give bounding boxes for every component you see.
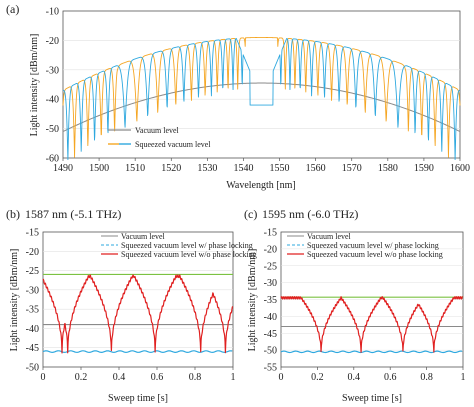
x-tick-label: 1550 xyxy=(270,163,290,174)
panel-a-series xyxy=(62,37,461,161)
panel-a: (a) -60 -50 -40 -30 -20 -10 1490 1500 1510 1520 15… xyxy=(6,2,470,191)
panel-c-label: (c) xyxy=(244,207,257,221)
x-tick-label: 0.2 xyxy=(75,372,88,383)
panel-b-legend-locked: Squeezed vacuum level w/ phase locking xyxy=(121,241,253,250)
panel-b-ylabel: Light intensity [dBm/nm] xyxy=(9,249,20,352)
y-tick-label: -45 xyxy=(264,329,277,340)
panel-c-grid xyxy=(281,248,463,351)
x-tick-label: 1510 xyxy=(125,163,145,174)
y-tick-label: -15 xyxy=(26,228,39,239)
panel-c-ylabel: Light intensity [dBm/nm] xyxy=(247,249,258,352)
panel-b-label: (b) xyxy=(6,207,20,221)
y-tick-label: -30 xyxy=(26,285,39,296)
x-tick-label: 0.4 xyxy=(113,372,126,383)
panel-b-legend-vacuum: Vacuum level xyxy=(121,232,166,241)
x-tick-label: 1560 xyxy=(306,163,326,174)
panel-b-legend-unlocked: Squeezed vacuum level w/o phase locking xyxy=(121,250,257,259)
x-tick-label: 1580 xyxy=(378,163,398,174)
x-tick-label: 1500 xyxy=(89,163,109,174)
y-tick-label: -40 xyxy=(46,95,59,106)
panel-a-legend-vacuum: Vacuum level xyxy=(135,126,180,135)
series-unlocked xyxy=(42,274,234,354)
panel-b-legend: Vacuum level Squeezed vacuum level w/ ph… xyxy=(101,232,257,259)
y-tick-label: -55 xyxy=(264,363,277,374)
y-tick-label: -40 xyxy=(26,324,39,335)
y-tick-label: -15 xyxy=(264,228,277,239)
panel-c-legend-locked: Squeezed vacuum level w/ phase locking xyxy=(307,241,439,250)
panel-c-ticks: -55 -50 -45 -40 -35 -30 -25 -20 -15 0 0.2 0.4 0.6 0.8… xyxy=(264,228,466,384)
x-tick-label: 0.8 xyxy=(189,372,202,383)
panel-b-ticks: -50 -45 -40 -35 -30 -25 -20 -15 0 0.2 0.4 0.6 0.8 1 xyxy=(26,228,236,384)
y-tick-label: -30 xyxy=(46,65,59,76)
panel-b: (b) 1587 nm (-5.1 THz) -50 -45 -40 -35 -30 -2… xyxy=(6,207,257,404)
panel-b-title: 1587 nm (-5.1 THz) xyxy=(25,207,121,221)
x-tick-label: 1520 xyxy=(161,163,181,174)
series-antisqueezed-fringes xyxy=(62,37,461,158)
panel-c-legend-unlocked: Squeezed vacuum level w/o phase locking xyxy=(307,250,443,259)
y-tick-label: -25 xyxy=(26,266,39,277)
series-vacuum-level xyxy=(62,82,461,132)
panel-a-legend-squeezed: Squeezed vacuum level xyxy=(135,140,211,149)
panel-a-xlabel: Wavelength [nm] xyxy=(226,180,295,191)
y-tick-label: -35 xyxy=(26,305,39,316)
y-tick-label: -10 xyxy=(46,7,59,18)
y-tick-label: -50 xyxy=(26,363,39,374)
x-tick-label: 1530 xyxy=(197,163,217,174)
x-tick-label: 0.8 xyxy=(420,372,433,383)
panel-a-legend: Vacuum level Squeezed vacuum level xyxy=(108,126,211,149)
panel-a-label: (a) xyxy=(6,2,19,16)
panel-c-title: 1595 nm (-6.0 THz) xyxy=(262,207,358,221)
panel-a-frame xyxy=(62,10,461,159)
x-tick-label: 0 xyxy=(41,372,46,383)
y-tick-label: -50 xyxy=(46,124,59,135)
x-tick-label: 1490 xyxy=(53,163,73,174)
y-tick-label: -30 xyxy=(264,278,277,289)
x-tick-label: 0.6 xyxy=(151,372,164,383)
y-tick-label: -60 xyxy=(46,154,59,165)
x-tick-label: 1600 xyxy=(450,163,470,174)
panel-c-legend-vacuum: Vacuum level xyxy=(307,232,352,241)
panel-c: (c) 1595 nm (-6.0 THz) -55 -50 -45 -40 -35 -3… xyxy=(244,207,466,404)
x-tick-label: 0.6 xyxy=(384,372,397,383)
y-tick-label: -45 xyxy=(26,343,39,354)
x-tick-label: 1 xyxy=(461,372,466,383)
panel-b-series xyxy=(42,273,234,354)
panel-b-frame xyxy=(42,231,234,368)
panel-a-ticks: -60 -50 -40 -30 -20 -10 1490 1500 1510 1520 1530 15… xyxy=(46,7,470,175)
y-tick-label: -20 xyxy=(26,247,39,258)
x-tick-label: 0 xyxy=(279,372,284,383)
x-tick-label: 1570 xyxy=(342,163,362,174)
series-locked xyxy=(280,350,463,354)
series-unlocked xyxy=(280,296,463,353)
panel-c-series xyxy=(280,296,463,354)
panel-b-grid xyxy=(43,250,233,349)
y-tick-label: -20 xyxy=(46,36,59,47)
x-tick-label: 1 xyxy=(231,372,236,383)
series-squeezed-fringes xyxy=(62,37,461,161)
x-tick-label: 0.4 xyxy=(348,372,361,383)
panel-c-xlabel: Sweep time [s] xyxy=(342,393,402,404)
x-tick-label: 0.2 xyxy=(311,372,324,383)
y-tick-label: -25 xyxy=(264,261,277,272)
y-tick-label: -50 xyxy=(264,346,277,357)
panel-c-legend: Vacuum level Squeezed vacuum level w/ ph… xyxy=(287,232,443,259)
x-tick-label: 1540 xyxy=(233,163,253,174)
y-tick-label: -35 xyxy=(264,295,277,306)
series-locked xyxy=(42,350,233,353)
panel-a-ylabel: Light intensity [dBm/nm] xyxy=(29,34,40,137)
y-tick-label: -20 xyxy=(264,244,277,255)
y-tick-label: -40 xyxy=(264,312,277,323)
x-tick-label: 1590 xyxy=(414,163,434,174)
panel-b-xlabel: Sweep time [s] xyxy=(108,393,168,404)
